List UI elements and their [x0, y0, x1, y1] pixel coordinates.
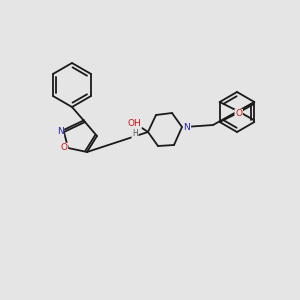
Text: N: N — [184, 122, 190, 131]
Text: O: O — [235, 110, 242, 118]
Text: H: H — [132, 130, 138, 139]
Text: N: N — [57, 128, 63, 136]
Text: OH: OH — [127, 119, 141, 128]
Text: O: O — [61, 143, 68, 152]
